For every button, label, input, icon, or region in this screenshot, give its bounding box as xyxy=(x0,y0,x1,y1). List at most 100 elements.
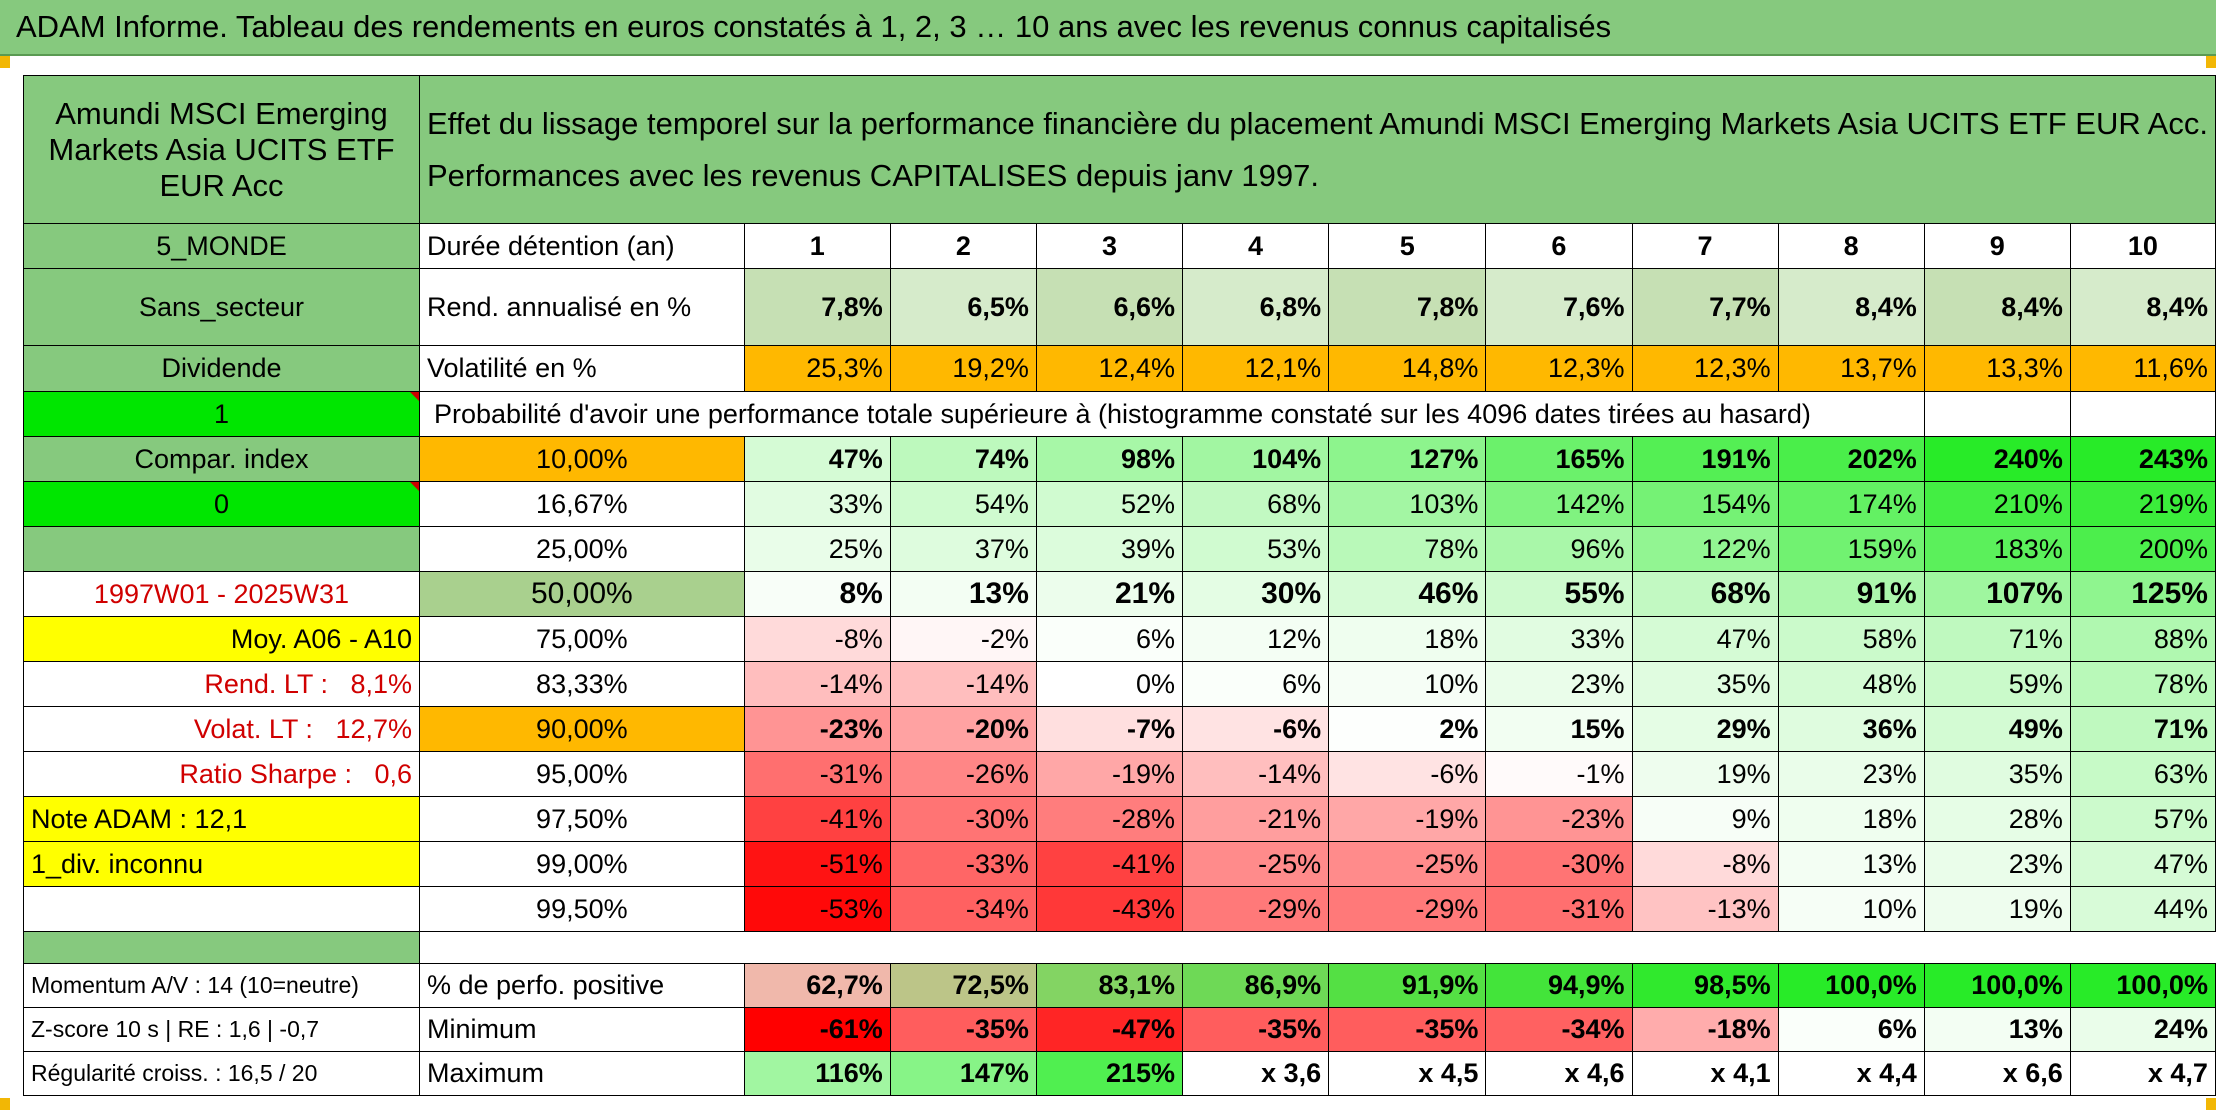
rend-label: Rend. annualisé en % xyxy=(419,268,745,346)
percentile-value: -20% xyxy=(889,706,1037,752)
year-header: 5 xyxy=(1328,223,1487,269)
region-label: 5_MONDE xyxy=(156,230,287,261)
percentile-value: 9% xyxy=(1631,796,1779,842)
period-label: 1997W01 - 2025W31 xyxy=(93,578,350,609)
rend-value: 6,5% xyxy=(889,268,1037,346)
min-value: -18% xyxy=(1631,1007,1779,1052)
min-value: 6% xyxy=(1777,1007,1925,1052)
percentile-value: -30% xyxy=(1485,841,1633,887)
one-cell: 1 xyxy=(23,391,420,437)
percentile-value: 88% xyxy=(2069,616,2216,662)
percentile-label: 97,50% xyxy=(419,796,745,842)
percentile-value: 23% xyxy=(1485,661,1633,707)
pos-value: 83,1% xyxy=(1035,963,1184,1008)
min-value: -34% xyxy=(1485,1007,1633,1052)
percentile-value: 55% xyxy=(1485,571,1633,617)
percentile-value: -33% xyxy=(889,841,1037,887)
percentile-value: 243% xyxy=(2069,436,2216,482)
year-header: 9 xyxy=(1923,223,2071,269)
min-value: -35% xyxy=(1328,1007,1487,1052)
pos-value: 100,0% xyxy=(2069,963,2216,1008)
percentile-value: 49% xyxy=(1923,706,2071,752)
percentile-value: -19% xyxy=(1035,751,1184,797)
percentile-value: 47% xyxy=(743,436,891,482)
momentum-cell: Momentum A/V : 14 (10=neutre) xyxy=(23,963,420,1008)
percentile-value: 52% xyxy=(1035,481,1184,527)
min-label: Minimum xyxy=(419,1007,745,1052)
percentile-value: 74% xyxy=(889,436,1037,482)
description-line-1: Effet du lissage temporel sur la perform… xyxy=(427,105,2208,141)
max-value: 147% xyxy=(889,1051,1037,1096)
percentile-label: 50,00% xyxy=(419,571,745,617)
year-header: 4 xyxy=(1182,223,1330,269)
pos-value: 72,5% xyxy=(889,963,1037,1008)
max-label: Maximum xyxy=(419,1051,745,1096)
report-header: ADAM Informe. Tableau des rendements en … xyxy=(0,0,2216,56)
percentile-value: 68% xyxy=(1631,571,1779,617)
percentile-value: 0% xyxy=(1035,661,1184,707)
min-value: -47% xyxy=(1035,1007,1184,1052)
percentile-value: -21% xyxy=(1182,796,1330,842)
pos-value: 86,9% xyxy=(1182,963,1330,1008)
year-header: 7 xyxy=(1631,223,1779,269)
percentile-label: 16,67% xyxy=(419,481,745,527)
percentile-value: 219% xyxy=(2069,481,2216,527)
volat-lt-cell: Volat. LT : 12,7% xyxy=(23,706,420,752)
percentile-value: -34% xyxy=(889,886,1037,932)
max-value: x 6,6 xyxy=(1923,1051,2071,1096)
percentile-value: 125% xyxy=(2069,571,2216,617)
percentile-value: 48% xyxy=(1777,661,1925,707)
pos-label: % de perfo. positive xyxy=(419,963,745,1008)
percentile-value: 47% xyxy=(2069,841,2216,887)
pos-value: 100,0% xyxy=(1777,963,1925,1008)
percentile-value: -30% xyxy=(889,796,1037,842)
spacer-green-cell xyxy=(23,931,420,964)
percentile-value: 28% xyxy=(1923,796,2071,842)
percentile-label: 99,50% xyxy=(419,886,745,932)
max-value: x 4,6 xyxy=(1485,1051,1633,1096)
report-title: ADAM Informe. Tableau des rendements en … xyxy=(16,9,1612,44)
empty-cell xyxy=(23,886,420,932)
corner-mark xyxy=(0,56,10,68)
vol-value: 13,3% xyxy=(1923,345,2071,392)
percentile-value: 23% xyxy=(1923,841,2071,887)
dividend-cell: Dividende xyxy=(23,345,420,392)
percentile-value: 200% xyxy=(2069,526,2216,572)
percentile-value: -8% xyxy=(743,616,891,662)
percentile-value: 6% xyxy=(1035,616,1184,662)
vol-value: 14,8% xyxy=(1328,345,1487,392)
rend-lt-cell: Rend. LT : 8,1% xyxy=(23,661,420,707)
rend-value: 6,8% xyxy=(1182,268,1330,346)
duree-label: Durée détention (an) xyxy=(419,223,745,269)
percentile-value: 159% xyxy=(1777,526,1925,572)
note-cell: Note ADAM : 12,1 xyxy=(23,796,420,842)
percentile-value: 104% xyxy=(1182,436,1330,482)
min-value: -35% xyxy=(889,1007,1037,1052)
pos-value: 62,7% xyxy=(743,963,891,1008)
fund-name-cell: Amundi MSCI Emerging Markets Asia UCITS … xyxy=(23,75,420,224)
percentile-value: -6% xyxy=(1328,751,1487,797)
percentile-value: 10% xyxy=(1328,661,1487,707)
percentile-value: -1% xyxy=(1485,751,1633,797)
percentile-value: -29% xyxy=(1328,886,1487,932)
regularite-cell: Régularité croiss. : 16,5 / 20 xyxy=(23,1051,420,1096)
percentile-value: -13% xyxy=(1631,886,1779,932)
max-value: 116% xyxy=(743,1051,891,1096)
percentile-value: 35% xyxy=(1631,661,1779,707)
percentile-value: 71% xyxy=(2069,706,2216,752)
percentile-value: -29% xyxy=(1182,886,1330,932)
note-label: Note ADAM : 12,1 xyxy=(31,803,248,834)
zscore-label: Z-score 10 s | RE : 1,6 | -0,7 xyxy=(31,1016,320,1042)
percentile-value: 33% xyxy=(743,481,891,527)
max-value: x 4,5 xyxy=(1328,1051,1487,1096)
percentile-value: 142% xyxy=(1485,481,1633,527)
max-value: x 4,4 xyxy=(1777,1051,1925,1096)
min-value: 24% xyxy=(2069,1007,2216,1052)
year-header: 1 xyxy=(743,223,891,269)
fund-name: Amundi MSCI Emerging Markets Asia UCITS … xyxy=(48,95,395,203)
spacer-cell xyxy=(419,931,2216,964)
percentile-value: 18% xyxy=(1777,796,1925,842)
compar-index-cell: Compar. index xyxy=(23,436,420,482)
percentile-value: 10% xyxy=(1777,886,1925,932)
percentile-value: 57% xyxy=(2069,796,2216,842)
